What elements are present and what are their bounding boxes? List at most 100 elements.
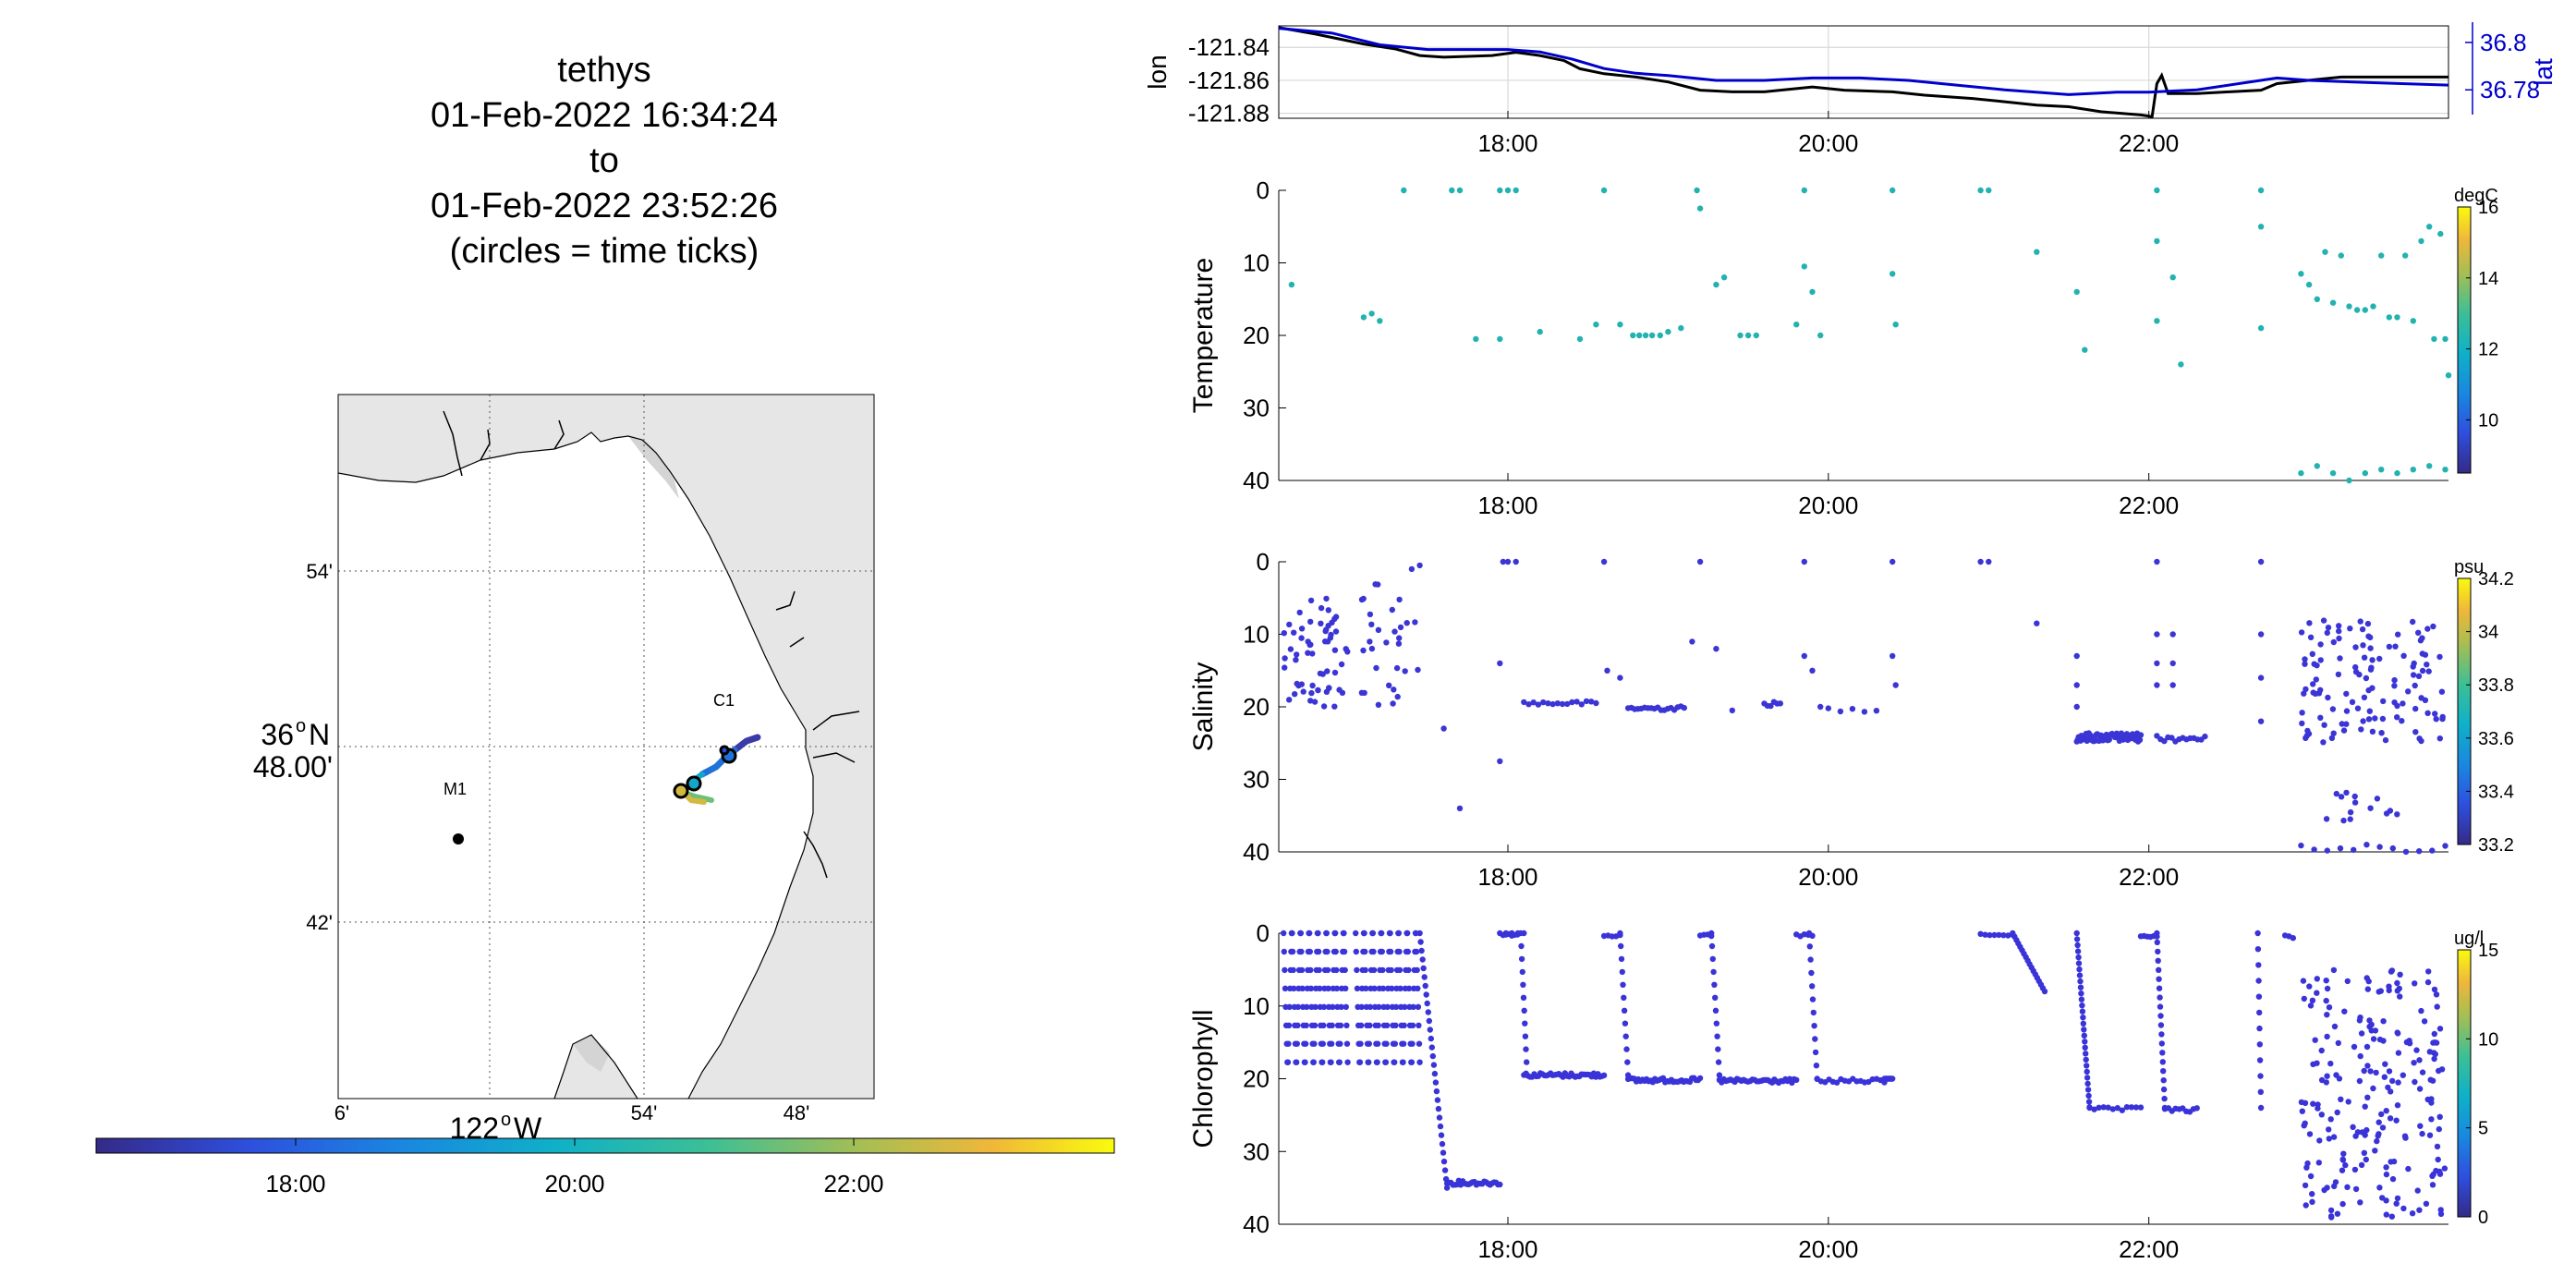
data-point [1331, 703, 1338, 710]
data-point [1449, 187, 1455, 194]
data-point [1393, 664, 1401, 672]
data-point [2412, 980, 2418, 987]
y-tick-label: 10 [1243, 621, 1270, 649]
data-point [2169, 660, 2176, 667]
data-point [2442, 335, 2448, 343]
data-point [1360, 314, 1367, 321]
data-point [1333, 985, 1341, 992]
data-point [2317, 687, 2324, 693]
data-point [1343, 985, 1349, 992]
data-point [2339, 721, 2345, 727]
data-point [1325, 985, 1331, 992]
data-point [2193, 1105, 2200, 1112]
data-point [1600, 187, 1608, 194]
data-point [2073, 288, 2080, 296]
data-point [1420, 965, 1427, 972]
data-point [1395, 930, 1403, 937]
data-point [1296, 609, 1303, 616]
data-point [1811, 1023, 1817, 1029]
data-point [1431, 1070, 1439, 1077]
time-series-panels: -121.84 -121.86 -121.88 36.8 36.78 lon lat 18:0… [1143, 22, 2558, 1263]
data-point [2362, 469, 2368, 477]
data-point [2034, 249, 2040, 255]
data-point [2412, 682, 2418, 689]
data-point [1428, 1035, 1435, 1042]
data-point [2442, 467, 2448, 473]
data-point [1440, 1149, 1447, 1156]
data-point [1368, 621, 1375, 627]
data-point [2323, 816, 2330, 822]
data-point [2327, 1116, 2334, 1123]
data-point [1286, 1003, 1293, 1011]
data-point [2364, 986, 2371, 992]
data-point [2128, 1104, 2135, 1111]
data-point [1332, 614, 1340, 620]
data-point [2335, 671, 2342, 678]
data-point [1473, 335, 1479, 343]
data-point [2073, 930, 2080, 937]
data-point [2303, 733, 2310, 739]
data-point [2351, 1043, 2358, 1051]
data-point [2410, 467, 2416, 473]
map-coastline [553, 1034, 638, 1100]
y-tick-label: 30 [1243, 766, 1270, 794]
data-point [1409, 1040, 1416, 1047]
data-point [2255, 962, 2262, 968]
data-point [2255, 978, 2262, 984]
data-point [1401, 1022, 1407, 1029]
data-point [1709, 955, 1717, 963]
data-point [2320, 617, 2327, 624]
axes-area [1279, 933, 2448, 1224]
data-point [1282, 664, 1288, 671]
y-axis-label: Salinity [1188, 662, 1219, 752]
data-point [1289, 948, 1296, 955]
data-point [2326, 1136, 2332, 1142]
data-point [2327, 1060, 2334, 1067]
data-point [2394, 314, 2400, 321]
data-point [1497, 1181, 1503, 1188]
data-point [1337, 1022, 1344, 1029]
colorbar-unit-label: degC [2454, 186, 2498, 206]
data-point [1291, 629, 1297, 636]
data-point [1777, 700, 1784, 707]
data-point [1456, 187, 1464, 194]
data-point [2081, 1027, 2087, 1033]
data-point [1426, 1017, 1433, 1025]
data-point [1374, 1059, 1380, 1065]
data-point [2347, 816, 2353, 822]
data-point [1286, 697, 1293, 703]
data-point [2351, 793, 2358, 800]
map-title-line: to [589, 141, 619, 180]
data-point [2334, 1210, 2341, 1217]
data-point [2383, 1211, 2389, 1218]
data-point [2432, 711, 2438, 717]
data-point [2439, 713, 2446, 721]
data-point [2376, 844, 2383, 850]
data-point [1622, 1033, 1629, 1039]
data-point [2436, 1125, 2442, 1133]
data-point [1889, 1075, 1896, 1082]
data-point [2336, 623, 2342, 629]
data-point [1373, 664, 1379, 672]
data-point [2436, 653, 2443, 661]
data-point [1418, 947, 1425, 954]
data-point [1383, 1040, 1390, 1047]
data-point [1291, 985, 1297, 992]
y-tick-label: 0 [1257, 919, 1270, 947]
data-point [2410, 672, 2417, 678]
data-point [1622, 1020, 1629, 1027]
data-point [1636, 332, 1643, 339]
y-tick-label: -121.88 [1188, 100, 1270, 128]
data-point [2357, 618, 2363, 625]
data-point [2375, 1133, 2381, 1139]
data-point [1303, 1022, 1309, 1029]
data-point [2307, 1173, 2315, 1180]
data-point [1517, 930, 1525, 937]
data-point [2159, 1050, 2166, 1056]
data-point [1341, 930, 1347, 937]
y-tick-label: 0 [1257, 548, 1270, 576]
data-point [2310, 681, 2316, 687]
data-point [1413, 948, 1420, 955]
data-point [1396, 596, 1403, 603]
data-point [2318, 1076, 2326, 1084]
